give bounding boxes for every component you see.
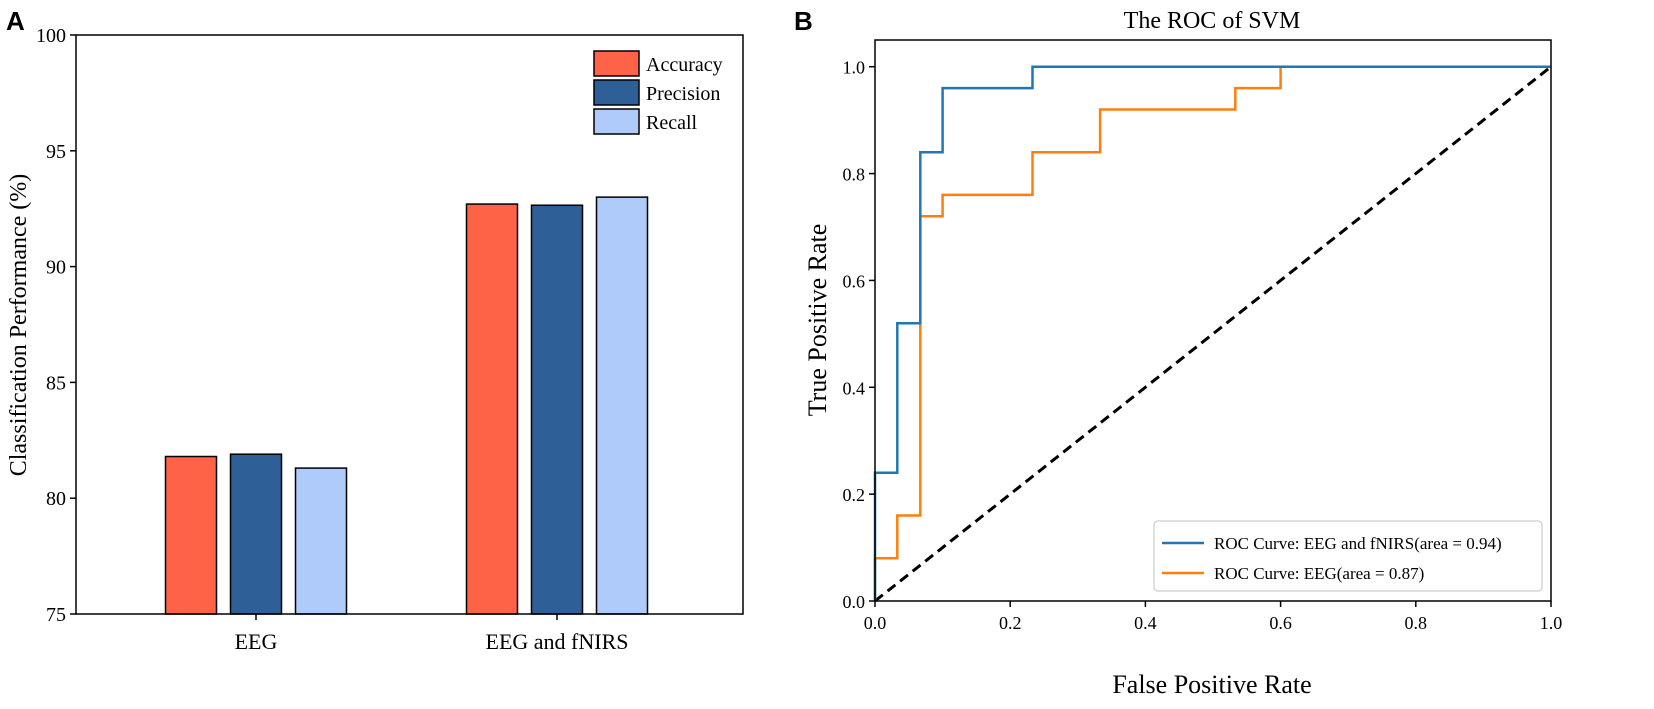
legend-swatch-recall: [593, 108, 640, 135]
panel-a-y-axis-label: Classification Performance (%): [6, 174, 32, 477]
panel-b-label: B: [794, 6, 813, 36]
panel-b-axes-frame: [874, 39, 1552, 602]
legend-label-recall: Recall: [646, 112, 698, 134]
y-tick-label: 75: [46, 604, 66, 626]
panel-b-y-axis-label: True Positive Rate: [803, 224, 832, 417]
panel-a-label: A: [6, 6, 25, 36]
bar-recall-eeg-and-fnirs: [595, 196, 649, 615]
y-tick-label: 0.8: [843, 165, 866, 185]
x-tick-label: 0.6: [1269, 613, 1292, 633]
y-tick-label: 0.2: [843, 485, 866, 505]
panel-a: A Classification Performance (%) 75 80 85 9…: [6, 6, 744, 654]
legend-swatch-precision: [593, 79, 640, 106]
bar-accuracy-eeg-and-fnirs: [465, 203, 519, 615]
series-line-roc-curve-eeg-area-0-87: [873, 65, 1551, 601]
x-tick-label-eeg-and-fnirs: EEG and fNIRS: [486, 629, 629, 654]
panel-b-legend: ROC Curve: EEG and fNIRS(area = 0.94) ROC…: [1153, 520, 1543, 592]
legend-label-precision: Precision: [646, 83, 720, 105]
x-tick-label: 0.8: [1405, 613, 1428, 633]
panel-a-legend: Accuracy Precision Recall: [593, 50, 723, 135]
legend-swatch-accuracy: [593, 50, 640, 77]
x-tick-label: 1.0: [1540, 613, 1563, 633]
legend-label-1: ROC Curve: EEG(area = 0.87): [1214, 564, 1424, 583]
x-tick-label: 0.4: [1134, 613, 1157, 633]
panel-b-title: The ROC of SVM: [1124, 8, 1301, 34]
y-tick-label: 90: [46, 257, 66, 279]
panel-b-x-axis-label: False Positive Rate: [1112, 670, 1311, 699]
bar-precision-eeg: [229, 453, 283, 615]
y-tick-label: 0.4: [843, 378, 866, 398]
series-line-roc-curve-eeg-and-fnirs-area-0-94: [873, 65, 1551, 601]
legend-label-0: ROC Curve: EEG and fNIRS(area = 0.94): [1214, 534, 1502, 553]
x-tick-label-eeg: EEG: [235, 629, 278, 654]
y-tick-label: 95: [46, 141, 66, 163]
y-tick-label: 0.0: [843, 592, 866, 612]
y-tick-label: 1.0: [843, 58, 866, 78]
x-tick-label: 0.0: [864, 613, 887, 633]
bar-accuracy-eeg: [164, 455, 218, 615]
y-tick-label: 0.6: [843, 271, 866, 291]
panel-b: B The ROC of SVM False Positive Rate Tru…: [794, 6, 1562, 699]
x-tick-label: 0.2: [999, 613, 1022, 633]
legend-label-accuracy: Accuracy: [646, 54, 723, 76]
panel-a-axes-frame: [75, 34, 744, 615]
y-tick-label: 85: [46, 372, 66, 394]
y-tick-label: 100: [36, 25, 66, 47]
bar-recall-eeg: [294, 467, 348, 615]
legend-box: [1153, 520, 1543, 592]
bar-precision-eeg-and-fnirs: [530, 204, 584, 615]
y-tick-label: 80: [46, 488, 66, 510]
